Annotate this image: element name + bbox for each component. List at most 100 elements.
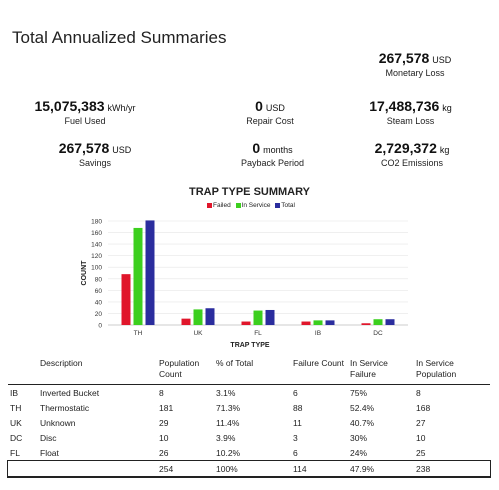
metric-savings: 267,578 USD Savings [40,140,150,168]
y-tick-label: 40 [95,299,103,306]
legend-label-failed: Failed [213,202,231,209]
table-header-cell: % of Total [214,358,291,385]
table-cell: 168 [416,402,431,413]
table-cell: 29 [159,417,169,428]
metric-label: Savings [78,158,112,168]
table-cell: TH [10,402,22,413]
table-cell [8,460,38,477]
table-cell [38,460,157,477]
table-cell: 10 [416,432,426,443]
metric-value: 267,578 [378,50,430,66]
bar-in-service-uk [193,309,203,325]
table-cell: IB [10,387,19,398]
bar-total-dc [385,319,395,325]
bar-in-service-th [133,227,143,325]
y-tick-label: 160 [91,230,102,237]
metric-unit: USD [432,55,452,65]
metric-unit: USD [112,145,132,155]
metric-label: Monetary Loss [385,68,445,78]
y-tick-label: 120 [91,253,102,260]
metric-repair-cost: 0 USD Repair Cost [225,98,315,126]
table-cell: 10.2% [216,447,241,458]
metric-value: 267,578 [58,140,110,156]
metric-unit: kg [439,145,450,155]
table-header-cell: In Service Failure [348,358,414,385]
y-tick-label: 100 [91,265,102,272]
bar-total-uk [205,308,215,325]
x-tick-label: IB [315,330,321,337]
metric-label: Steam Loss [386,116,435,126]
table-cell: 11 [293,417,302,428]
page-title: Total Annualized Summaries [12,28,227,47]
table-cell: Thermostatic [40,402,90,413]
table-header-cell: Population Count [157,358,214,385]
table-cell: 181 [159,402,174,413]
metric-label: Fuel Used [64,116,106,126]
legend-swatch-in-service [235,202,241,208]
metric-value: 0 [255,98,263,114]
legend-swatch-total [275,202,281,208]
table-cell: 114 [291,460,348,477]
table-row: TH Thermostatic 181 71.3% 88 52.4% 168 [8,400,490,415]
bar-total-ib [325,320,335,325]
table-cell: DC [10,432,23,443]
metric-label: CO2 Emissions [380,158,443,168]
bar-total-fl [265,309,275,325]
metric-unit: months [263,145,293,155]
table-cell: 10 [159,432,169,443]
y-tick-label: 80 [95,276,103,283]
table-cell: FL [10,447,20,458]
table-header-cell: Description [38,358,157,385]
x-tick-label: FL [254,330,262,337]
table-cell: 26 [159,447,169,458]
table-cell: 3.1% [216,387,236,398]
trap-type-chart: 0 20 40 60 80 100 120 140 160 180 TH UK FL IB DC TRAP T… [81,219,408,349]
legend-swatch-failed [207,202,212,208]
table-total-row: 254 100% 114 47.9% 238 [7,459,491,478]
table-row: FL Float 26 10.2% 6 24% 25 [8,445,490,461]
bar-in-service-dc [373,319,383,325]
table-row: IB Inverted Bucket 8 3.1% 6 75% 8 [8,385,490,401]
table-cell: 254 [157,460,214,477]
table-cell: 88 [293,402,303,413]
bar-total-th [145,220,155,325]
table-cell: Inverted Bucket [40,387,100,398]
y-tick-label: 140 [91,242,102,249]
metric-monetary-loss: 267,578 USD Monetary Loss [360,50,470,78]
table-row: DC Disc 10 3.9% 3 30% 10 [8,430,490,445]
bar-in-service-fl [253,310,263,325]
metric-steam-loss: 17,488,736 kg Steam Loss [348,98,473,126]
y-tick-label: 20 [95,311,103,318]
metric-fuel-used: 15,075,383 kWh/yr Fuel Used [20,98,150,126]
metric-value: 15,075,383 [34,98,105,114]
table-cell: 25 [416,447,426,458]
table-cell: 30% [350,432,368,443]
metric-value: 17,488,736 [369,98,440,114]
bar-failed-uk [181,318,191,325]
y-tick-label: 180 [91,219,102,226]
table-cell: 71.3% [216,402,241,413]
table-cell: 6 [293,447,298,458]
x-tick-label: TH [134,330,143,337]
table-header-cell: Failure Count [291,358,348,385]
metric-value: 0 [252,140,261,156]
table-cell: 75% [350,387,368,398]
table-cell: 6 [293,387,298,398]
table-cell: 52.4% [350,402,375,413]
metric-unit: kg [442,103,452,113]
table-cell: 3.9% [216,432,236,443]
table-cell: 238 [414,460,490,477]
table-header-cell [8,358,38,385]
y-tick-label: 60 [95,288,103,295]
metric-unit: kWh/yr [107,103,136,113]
table-row: UK Unknown 29 11.4% 11 40.7% 27 [8,415,490,430]
table-cell: 3 [293,432,298,443]
table-cell: Unknown [40,417,76,428]
y-tick-label: 0 [98,323,102,330]
metric-unit: USD [265,103,285,113]
metric-value: 2,729,372 [374,140,437,156]
y-axis-title: COUNT [81,260,88,286]
table-cell: 27 [416,417,426,428]
metric-label: Repair Cost [246,116,294,126]
legend-label-total: Total [281,202,295,209]
